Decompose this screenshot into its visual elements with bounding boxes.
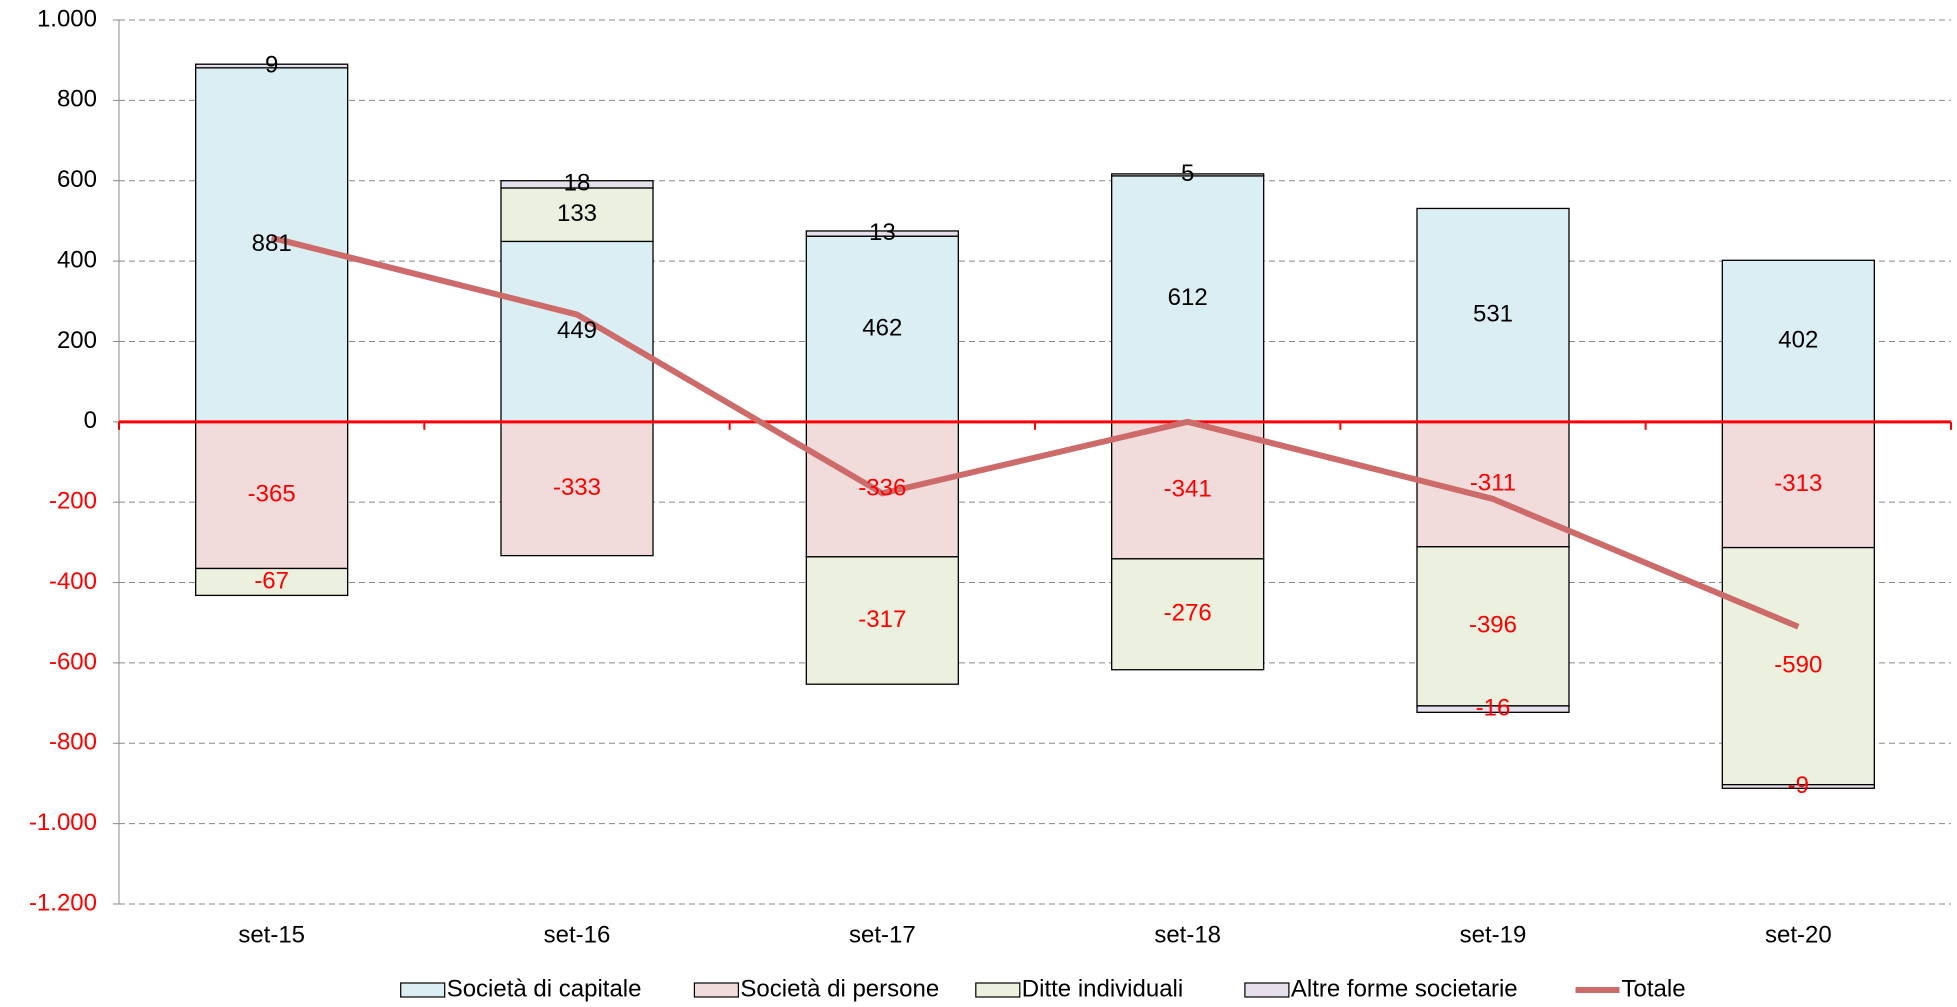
data-label: 531 — [1473, 300, 1513, 327]
bar-segment — [500, 187, 654, 243]
bar-segment — [805, 421, 959, 558]
legend-label: Società di capitale — [447, 975, 642, 1002]
data-label: -590 — [1774, 651, 1822, 678]
bar-segment — [1721, 784, 1875, 789]
legend-swatch — [693, 982, 740, 998]
data-label: -16 — [1476, 694, 1511, 721]
data-label: 449 — [557, 317, 597, 344]
data-label: 612 — [1168, 284, 1208, 311]
x-tick-label: set-17 — [849, 921, 916, 948]
data-label: -317 — [858, 606, 906, 633]
data-label: -9 — [1788, 772, 1809, 799]
y-tick-label: 0 — [84, 407, 97, 434]
data-label: 5 — [1181, 160, 1194, 187]
legend-label: Totale — [1622, 975, 1686, 1002]
bar-segment — [500, 180, 654, 189]
y-tick-label: -400 — [49, 568, 97, 595]
y-tick-label: 600 — [57, 166, 97, 193]
bar-segment — [1416, 705, 1570, 713]
legend-label: Ditte individuali — [1022, 975, 1183, 1002]
legend-swatch — [400, 982, 446, 998]
bar-segment — [1721, 421, 1875, 549]
data-label: 9 — [265, 51, 278, 78]
legend-swatch — [975, 982, 1021, 998]
bar-segment — [1111, 175, 1265, 423]
y-tick-label: 800 — [57, 86, 97, 113]
data-label: -313 — [1774, 470, 1822, 497]
bar-segment — [1111, 558, 1265, 671]
bar-segment — [195, 63, 349, 69]
y-tick-label: 1.000 — [37, 5, 97, 32]
bar-segment — [1111, 421, 1265, 560]
bar-segment — [1721, 546, 1875, 786]
y-tick-label: -800 — [49, 729, 97, 756]
legend-label: Società di persone — [740, 975, 939, 1002]
data-label: 402 — [1778, 326, 1818, 353]
data-label: 462 — [862, 314, 902, 341]
data-label: -365 — [248, 480, 296, 507]
bar-segment — [805, 235, 959, 423]
y-tick-label: 400 — [57, 246, 97, 273]
legend-swatch — [1244, 982, 1290, 998]
bar-segment — [1416, 546, 1570, 707]
data-label: 133 — [557, 200, 597, 227]
x-tick-label: set-19 — [1460, 921, 1527, 948]
y-tick-label: -600 — [49, 648, 97, 675]
bar-segment — [1416, 207, 1570, 423]
data-label: 13 — [869, 219, 896, 246]
bar-segment — [195, 567, 349, 597]
x-tick-label: set-18 — [1154, 921, 1221, 948]
bar-segment — [1721, 259, 1875, 423]
x-tick-label: set-16 — [544, 921, 611, 948]
bar-segment — [1111, 173, 1265, 177]
data-label: -276 — [1164, 600, 1212, 627]
data-label: 18 — [564, 170, 591, 197]
y-tick-label: 200 — [57, 327, 97, 354]
total-line — [270, 234, 1800, 630]
x-tick-label: set-15 — [238, 921, 305, 948]
data-label: -311 — [1470, 470, 1516, 497]
data-label: -396 — [1469, 612, 1517, 639]
y-tick-label: -1.000 — [29, 809, 97, 836]
data-label: -341 — [1164, 476, 1212, 503]
bar-segment — [805, 230, 959, 237]
data-label: -333 — [553, 474, 601, 501]
data-label: -67 — [254, 567, 289, 594]
legend-label: Altre forme societarie — [1291, 975, 1518, 1002]
data-label: -336 — [858, 475, 906, 502]
y-tick-label: -200 — [49, 488, 97, 515]
bar-segment — [805, 556, 959, 685]
y-tick-label: -1.200 — [29, 889, 97, 916]
data-label: 881 — [252, 230, 292, 257]
bar-segment — [500, 421, 654, 557]
x-tick-label: set-20 — [1765, 921, 1832, 948]
